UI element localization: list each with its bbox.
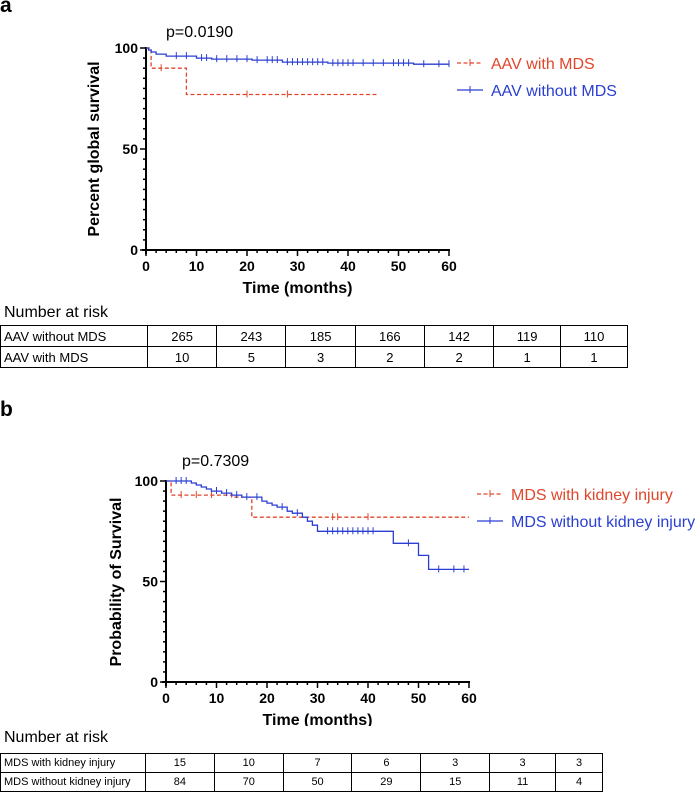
y-tick-label: 0 xyxy=(130,242,138,258)
chart-b: 0 10 20 30 40 50 60 0 50 100 Time (months) Probabil… xyxy=(108,473,695,726)
x-tick-label: 0 xyxy=(162,690,170,706)
x-tick-label: 20 xyxy=(259,690,275,706)
risk-row: AAV with MDS 10 5 3 2 2 1 1 xyxy=(0,346,628,368)
risk-cell: 142 xyxy=(423,325,495,347)
risk-cell: 11 xyxy=(489,772,557,792)
chart-a: 0 10 20 30 40 50 60 0 50 100 Time (months) Percent … xyxy=(86,40,617,297)
legend-label: MDS with kidney injury xyxy=(511,487,673,504)
x-tick-label: 40 xyxy=(360,690,376,706)
risk-cell: 3 xyxy=(489,753,557,773)
y-axis-label: Percent global survival xyxy=(86,61,103,236)
risk-table-b: MDS with kidney injury 15 10 7 6 3 3 3 M… xyxy=(0,753,603,792)
panel-b-p-value: p=0.7309 xyxy=(182,453,250,470)
y-axis-label: Probability of Survival xyxy=(108,498,125,667)
y-tick-label: 100 xyxy=(115,40,139,56)
series-line-blue xyxy=(146,47,449,65)
x-tick-label: 30 xyxy=(310,690,326,706)
risk-cell: 84 xyxy=(145,772,215,792)
risk-row: MDS without kidney injury 84 70 50 29 15… xyxy=(0,772,603,792)
risk-row-label: MDS with kidney injury xyxy=(0,753,146,773)
x-tick-label: 40 xyxy=(340,258,356,274)
y-tick-label: 0 xyxy=(150,674,158,690)
y-tick-label: 50 xyxy=(142,574,158,590)
x-tick-label: 50 xyxy=(411,690,427,706)
risk-cell: 2 xyxy=(354,346,425,368)
risk-row: AAV without MDS 265 243 185 166 142 119 … xyxy=(0,325,628,347)
risk-cell: 15 xyxy=(145,753,215,773)
risk-cell: 29 xyxy=(351,772,422,792)
panel-a-p-value: p=0.0190 xyxy=(166,24,234,41)
legend-label: MDS without kidney injury xyxy=(511,514,695,531)
x-tick-label: 60 xyxy=(461,690,477,706)
risk-cell: 2 xyxy=(423,346,495,368)
x-tick-label: 10 xyxy=(209,690,225,706)
risk-cell: 243 xyxy=(216,325,287,347)
risk-cell: 1 xyxy=(493,346,562,368)
risk-row-label: AAV with MDS xyxy=(0,346,148,368)
risk-row: MDS with kidney injury 15 10 7 6 3 3 3 xyxy=(0,753,603,773)
risk-cell: 3 xyxy=(555,753,603,773)
risk-row-label-text: AAV with MDS xyxy=(4,349,89,365)
risk-cell: 166 xyxy=(354,325,425,347)
risk-table-a: AAV without MDS 265 243 185 166 142 119 … xyxy=(0,325,628,368)
risk-cell: 6 xyxy=(351,753,422,773)
risk-cell: 3 xyxy=(285,346,356,368)
risk-cell: 10 xyxy=(213,753,284,773)
series-line-blue xyxy=(166,480,469,571)
panel-a-letter: a xyxy=(0,0,12,17)
risk-cell: 119 xyxy=(493,325,562,347)
x-tick-label: 50 xyxy=(391,258,407,274)
risk-cell: 50 xyxy=(282,772,353,792)
y-tick-label: 100 xyxy=(135,473,159,489)
x-tick-label: 10 xyxy=(189,258,205,274)
y-tick-label: 50 xyxy=(122,141,138,157)
panel-b-risk-title: Number at risk xyxy=(4,729,109,746)
risk-cell: 10 xyxy=(146,346,218,368)
legend-label: AAV with MDS xyxy=(491,56,595,73)
x-tick-label: 20 xyxy=(239,258,255,274)
risk-cell: 7 xyxy=(282,753,353,773)
x-tick-label: 60 xyxy=(441,258,457,274)
risk-cell: 3 xyxy=(420,753,491,773)
risk-cell: 110 xyxy=(560,325,628,347)
panel-a-risk-title: Number at risk xyxy=(4,304,109,321)
risk-cell: 4 xyxy=(555,772,603,792)
legend-label: AAV without MDS xyxy=(491,83,617,100)
x-tick-label: 0 xyxy=(142,258,150,274)
risk-row-label: MDS without kidney injury xyxy=(0,772,146,792)
series-line-red xyxy=(166,480,469,518)
risk-cell: 265 xyxy=(146,325,218,347)
x-tick-label: 30 xyxy=(290,258,306,274)
risk-row-label: AAV without MDS xyxy=(0,325,148,347)
x-axis-label: Time (months) xyxy=(243,280,353,297)
risk-cell: 5 xyxy=(216,346,287,368)
risk-cell: 15 xyxy=(420,772,491,792)
risk-cell: 1 xyxy=(560,346,628,368)
risk-cell: 70 xyxy=(213,772,284,792)
risk-cell: 185 xyxy=(285,325,356,347)
panel-b-letter: b xyxy=(0,398,13,421)
series-line-red xyxy=(146,47,379,96)
x-axis-label: Time (months) xyxy=(263,712,373,726)
